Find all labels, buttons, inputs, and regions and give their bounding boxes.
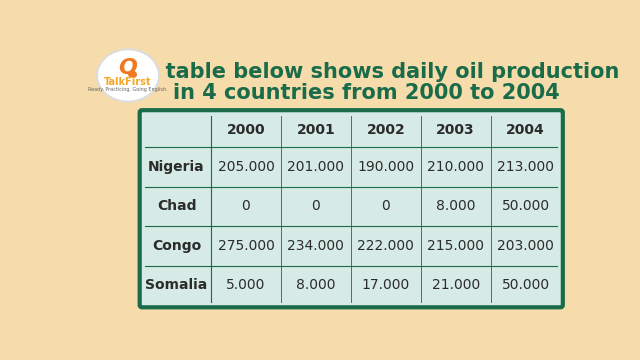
Text: 222.000: 222.000 <box>357 239 414 253</box>
Text: 210.000: 210.000 <box>427 160 484 174</box>
Text: Chad: Chad <box>157 199 196 213</box>
Text: 215.000: 215.000 <box>427 239 484 253</box>
Text: 234.000: 234.000 <box>287 239 344 253</box>
Text: 2002: 2002 <box>367 123 405 137</box>
Text: 203.000: 203.000 <box>497 239 554 253</box>
Text: 8.000: 8.000 <box>296 278 335 292</box>
FancyBboxPatch shape <box>140 110 563 307</box>
Ellipse shape <box>97 49 159 102</box>
Text: 2004: 2004 <box>506 123 545 137</box>
Text: 50.000: 50.000 <box>502 199 550 213</box>
Text: 205.000: 205.000 <box>218 160 275 174</box>
Text: in 4 countries from 2000 to 2004: in 4 countries from 2000 to 2004 <box>173 83 560 103</box>
Text: 17.000: 17.000 <box>362 278 410 292</box>
Text: Q: Q <box>118 58 138 78</box>
Text: Congo: Congo <box>152 239 201 253</box>
Text: Somalia: Somalia <box>145 278 207 292</box>
Text: The table below shows daily oil production: The table below shows daily oil producti… <box>115 62 619 82</box>
Text: 8.000: 8.000 <box>436 199 476 213</box>
Text: 5.000: 5.000 <box>227 278 266 292</box>
Text: Nigeria: Nigeria <box>148 160 205 174</box>
Text: 190.000: 190.000 <box>357 160 414 174</box>
Text: 50.000: 50.000 <box>502 278 550 292</box>
Text: 2003: 2003 <box>436 123 475 137</box>
Text: 201.000: 201.000 <box>287 160 344 174</box>
Text: 213.000: 213.000 <box>497 160 554 174</box>
Text: 0: 0 <box>312 199 320 213</box>
Text: 0: 0 <box>381 199 390 213</box>
Text: 2001: 2001 <box>296 123 335 137</box>
Text: 2000: 2000 <box>227 123 266 137</box>
Text: Ready. Practicing. Going English.: Ready. Practicing. Going English. <box>88 87 168 92</box>
Text: TalkFirst: TalkFirst <box>104 77 152 87</box>
Text: 21.000: 21.000 <box>431 278 480 292</box>
Text: 0: 0 <box>242 199 250 213</box>
Text: 275.000: 275.000 <box>218 239 275 253</box>
